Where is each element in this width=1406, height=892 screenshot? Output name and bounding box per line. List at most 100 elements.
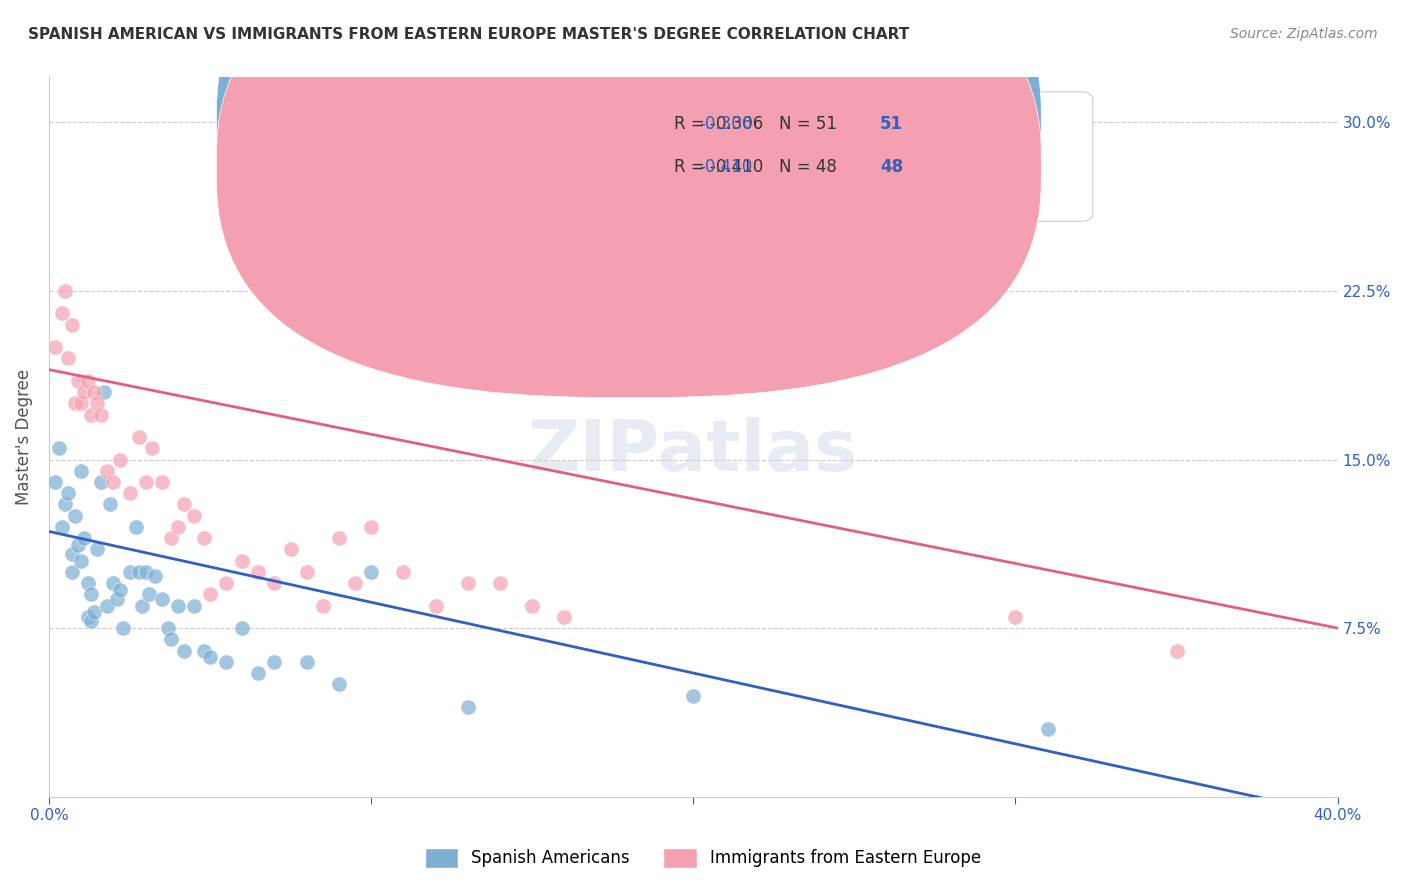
Point (215, 576, 238, 591)
Point (108, 582, 131, 597)
Point (63, 396, 86, 410)
Point (1166, 643, 1188, 657)
Point (522, 599, 544, 613)
Point (392, 565, 415, 579)
Point (128, 565, 150, 579)
Point (247, 666, 270, 681)
Point (73, 531, 96, 545)
Point (328, 531, 350, 545)
Point (141, 442, 163, 456)
Point (160, 531, 183, 545)
Point (58, 351, 80, 366)
Point (80, 408, 103, 422)
Point (96, 599, 118, 613)
Point (76, 610, 98, 624)
Point (44, 340, 66, 354)
Point (76, 576, 98, 591)
Point (425, 599, 447, 613)
Point (118, 486, 141, 500)
Point (682, 273, 704, 287)
Point (344, 576, 367, 591)
Point (135, 475, 157, 489)
Point (193, 643, 215, 657)
Text: 48: 48 (880, 159, 903, 177)
Text: Source: ZipAtlas.com: Source: ZipAtlas.com (1230, 27, 1378, 41)
Text: R = -0.306   N = 51: R = -0.306 N = 51 (673, 115, 837, 133)
Text: SPANISH AMERICAN VS IMMIGRANTS FROM EASTERN EUROPE MASTER'S DEGREE CORRELATION C: SPANISH AMERICAN VS IMMIGRANTS FROM EAST… (28, 27, 910, 42)
Point (360, 565, 382, 579)
Point (51, 520, 73, 534)
Point (103, 475, 125, 489)
Point (63, 508, 86, 523)
Point (70, 396, 93, 410)
Point (108, 452, 131, 467)
Text: -0.306: -0.306 (700, 115, 754, 133)
Point (1004, 610, 1026, 624)
Point (263, 576, 285, 591)
Legend: Spanish Americans, Immigrants from Eastern Europe: Spanish Americans, Immigrants from Easte… (418, 841, 988, 875)
Point (66, 538, 89, 552)
Point (125, 520, 148, 534)
Y-axis label: Master's Degree: Master's Degree (15, 369, 32, 505)
Point (135, 565, 157, 579)
Point (48, 442, 70, 456)
Point (360, 520, 382, 534)
Text: R = -0.410   N = 48: R = -0.410 N = 48 (673, 159, 837, 177)
Point (73, 385, 96, 400)
Point (60, 547, 83, 561)
Point (173, 498, 195, 512)
Point (553, 610, 575, 624)
Point (83, 606, 105, 620)
Point (105, 591, 128, 606)
Point (457, 576, 479, 591)
Point (173, 643, 195, 657)
Point (80, 615, 103, 629)
Point (112, 621, 135, 635)
Text: 51: 51 (880, 115, 903, 133)
Point (328, 677, 350, 691)
FancyBboxPatch shape (217, 0, 1042, 398)
Point (128, 430, 150, 444)
Point (60, 565, 83, 579)
Point (231, 621, 253, 635)
Point (157, 621, 180, 635)
Point (86, 542, 108, 557)
Point (166, 520, 188, 534)
Text: -0.410: -0.410 (700, 159, 754, 177)
Point (183, 599, 205, 613)
Point (143, 569, 166, 583)
Point (70, 554, 93, 568)
Point (53, 498, 76, 512)
Point (89, 408, 111, 422)
Point (489, 576, 512, 591)
FancyBboxPatch shape (578, 92, 1092, 221)
Point (70, 464, 93, 478)
Point (844, 183, 866, 197)
Text: ZIPatlas: ZIPatlas (529, 417, 859, 486)
Point (166, 599, 188, 613)
Point (198, 587, 221, 601)
Point (160, 632, 183, 647)
Point (83, 385, 105, 400)
Point (312, 599, 335, 613)
Point (295, 655, 318, 669)
Point (44, 475, 66, 489)
Point (89, 475, 111, 489)
Point (1036, 723, 1059, 737)
Point (215, 655, 238, 669)
Point (150, 591, 173, 606)
Point (247, 565, 270, 579)
Point (193, 531, 215, 545)
Point (66, 374, 89, 388)
Point (60, 318, 83, 332)
Point (183, 508, 205, 523)
Point (280, 542, 302, 557)
Point (231, 554, 253, 568)
Point (86, 396, 108, 410)
Point (131, 599, 153, 613)
Point (263, 655, 285, 669)
Point (98, 498, 121, 512)
FancyBboxPatch shape (217, 0, 1042, 354)
Point (80, 587, 103, 601)
Point (198, 650, 221, 665)
